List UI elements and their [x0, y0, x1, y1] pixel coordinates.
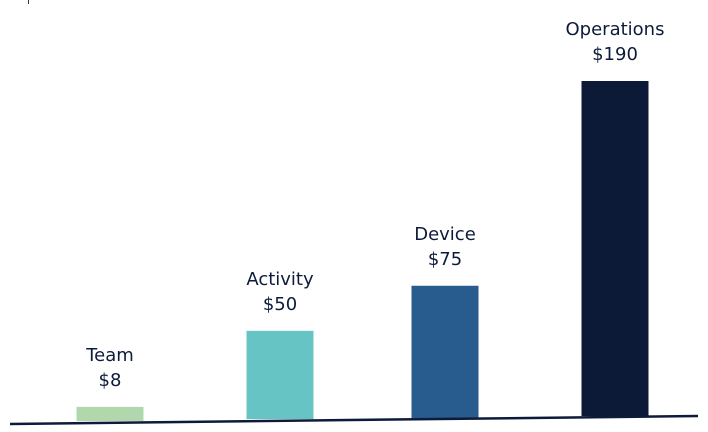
- labels-layer: Team $8 Activity $50 Device $75 Operations $190: [85, 19, 664, 391]
- category-label-activity: Activity: [246, 269, 314, 290]
- value-label-team: $8: [99, 370, 122, 391]
- category-label-team: Team: [85, 345, 134, 366]
- bars-layer: [76, 81, 649, 421]
- bar-operations: [581, 81, 649, 416]
- bar-team: [76, 406, 144, 421]
- category-label-operations: Operations: [566, 19, 665, 40]
- bar-activity: [246, 330, 314, 419]
- value-label-device: $75: [428, 249, 462, 270]
- category-label-device: Device: [414, 224, 476, 245]
- baseline-axis: [9, 414, 699, 426]
- value-label-activity: $50: [263, 294, 297, 315]
- value-label-operations: $190: [592, 44, 638, 65]
- bar-device: [411, 285, 479, 418]
